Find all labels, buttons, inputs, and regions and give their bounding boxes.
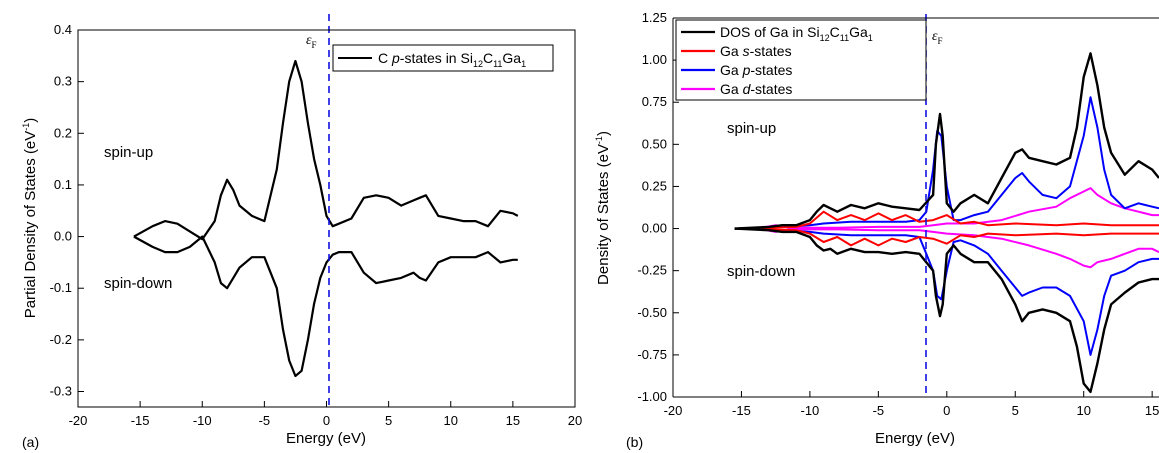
- y-tick-label: 0.4: [54, 22, 72, 37]
- y-tick-label: 0.00: [642, 221, 667, 236]
- panel-a-fermi-label: εF: [306, 33, 317, 50]
- panel-b-series-dos-of-ga-in-si12c11ga1-up: [734, 52, 1159, 230]
- x-tick-label: 10: [1076, 403, 1090, 418]
- x-tick-label: -20: [69, 413, 88, 428]
- legend-entry: Ga p-states: [720, 62, 792, 78]
- x-tick-label: 5: [1012, 403, 1019, 418]
- y-tick-label: 0.50: [642, 136, 667, 151]
- y-tick-label: -0.75: [637, 347, 667, 362]
- panel-a-series-spin-up: [133, 59, 519, 241]
- chart-panel-b: -20 -15 -10 -5 0 5 10 15 -1.00 -0.75 -0.50 -0.25 0.0…: [594, 10, 1159, 450]
- x-tick-label: -5: [873, 403, 885, 418]
- x-tick-label: -5: [259, 413, 271, 428]
- panel-b-y-axis-label: Density of States (eV-1): [594, 131, 612, 285]
- y-tick-label: 0.2: [54, 125, 72, 140]
- panel-a-frame: [77, 29, 576, 408]
- y-tick-label: 0.1: [54, 177, 72, 192]
- x-tick-label: 5: [385, 413, 392, 428]
- y-tick-label: -0.25: [637, 263, 667, 278]
- panel-b-series-ga-d-states-up: [734, 187, 1159, 230]
- y-tick-label: -1.00: [637, 389, 667, 404]
- legend-entry: DOS of Ga in Si12C11Ga1: [720, 24, 873, 43]
- panel-b-series-ga-s-states-down: [734, 227, 1159, 247]
- panel-b-plot-area: [734, 52, 1159, 394]
- x-tick-label: 15: [506, 413, 520, 428]
- chart-panel-a: -20 -15 -10 -5 0 5 10 15 20 -0.3 -0.2 -0.1 0.0 0.1 0.2…: [21, 14, 582, 450]
- y-tick-label: -0.1: [50, 280, 72, 295]
- x-tick-label: -15: [131, 413, 150, 428]
- legend-entry: Ga d-states: [720, 81, 792, 97]
- x-tick-label: -10: [801, 403, 820, 418]
- y-tick-label: 1.00: [642, 52, 667, 67]
- panel-b-label: (b): [626, 434, 643, 450]
- panel-a-spin-up-label: spin-up: [104, 144, 153, 161]
- panel-b-series-ga-d-states-down: [734, 227, 1159, 269]
- y-tick-label: -0.50: [637, 305, 667, 320]
- x-tick-label: -10: [193, 413, 212, 428]
- panel-b-spin-up-label: spin-up: [727, 120, 776, 137]
- y-tick-label: 1.25: [642, 10, 667, 25]
- panel-a-spin-down-label: spin-down: [104, 275, 172, 292]
- panel-b-x-axis-label: Energy (eV): [875, 430, 955, 447]
- x-tick-label: -20: [664, 403, 683, 418]
- y-tick-label: 0.25: [642, 178, 667, 193]
- panel-a-y-axis-label: Partial Density of States (eV-1): [21, 118, 39, 319]
- panel-b-series-ga-p-states-down: [734, 227, 1159, 356]
- panel-b-series-dos-of-ga-in-si12c11ga1-down: [734, 227, 1159, 394]
- x-tick-label: 0: [943, 403, 950, 418]
- panel-a-plot-area: [133, 59, 519, 378]
- y-tick-label: 0.3: [54, 74, 72, 89]
- panel-b-series-ga-s-states-up: [734, 210, 1159, 230]
- panel-a-legend-label: C p-states in Si12C11Ga1: [378, 50, 526, 69]
- x-tick-label: 20: [568, 413, 582, 428]
- x-tick-label: 15: [1145, 403, 1159, 418]
- panel-a-ticks: -20 -15 -10 -5 0 5 10 15 20 -0.3 -0.2 -0.1 0.0 0.1 0.2…: [50, 22, 583, 428]
- panel-a-x-axis-label: Energy (eV): [286, 430, 366, 447]
- x-tick-label: 10: [444, 413, 458, 428]
- legend-entry: Ga s-states: [720, 43, 792, 59]
- x-tick-label: -15: [732, 403, 751, 418]
- panel-a-series-spin-down: [133, 235, 518, 378]
- panel-a-legend: C p-states in Si12C11Ga1: [332, 44, 554, 72]
- panel-b-fermi-label: εF: [932, 29, 943, 46]
- x-tick-label: 0: [323, 413, 330, 428]
- panel-b-ticks: -20 -15 -10 -5 0 5 10 15 -1.00 -0.75 -0.50 -0.25 0.0…: [637, 10, 1159, 418]
- panel-b-spin-down-label: spin-down: [727, 263, 795, 280]
- panel-b-series-ga-p-states-up: [734, 96, 1159, 230]
- y-tick-label: 0.0: [54, 229, 72, 244]
- y-tick-label: -0.3: [50, 384, 72, 399]
- y-tick-label: 0.75: [642, 94, 667, 109]
- panel-a-label: (a): [22, 434, 39, 450]
- y-tick-label: -0.2: [50, 332, 72, 347]
